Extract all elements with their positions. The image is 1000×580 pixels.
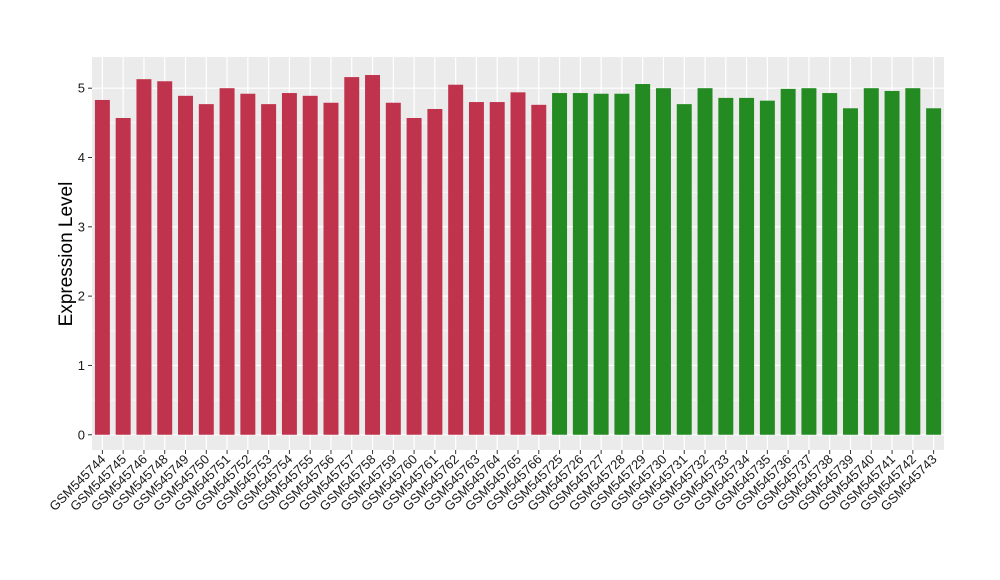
bar-GSM545751 <box>219 88 235 435</box>
y-tick-label: 0 <box>78 427 85 442</box>
bar-GSM545727 <box>593 93 609 435</box>
y-tick-label: 1 <box>78 358 85 373</box>
bar-GSM545742 <box>905 88 921 435</box>
bar-GSM545752 <box>240 93 256 435</box>
bar-GSM545766 <box>531 104 547 435</box>
bar-GSM545735 <box>759 100 775 435</box>
y-tick-label: 2 <box>78 289 85 304</box>
bar-GSM545733 <box>718 97 734 435</box>
bar-GSM545759 <box>385 102 401 435</box>
bar-GSM545737 <box>801 88 817 435</box>
bar-GSM545736 <box>780 88 796 435</box>
x-axis: GSM545744GSM545745GSM545746GSM545748GSM5… <box>46 450 940 514</box>
y-tick-label: 3 <box>78 219 85 234</box>
bar-GSM545756 <box>323 102 339 435</box>
bar-GSM545750 <box>198 104 214 435</box>
y-tick-label: 5 <box>78 81 85 96</box>
bar-GSM545764 <box>489 102 505 435</box>
bar-GSM545729 <box>635 84 651 435</box>
bar-GSM545748 <box>157 81 173 435</box>
bar-GSM545745 <box>115 117 131 435</box>
bar-GSM545738 <box>822 93 838 435</box>
bar-GSM545725 <box>552 93 568 435</box>
bar-GSM545740 <box>863 88 879 435</box>
y-axis-title: Expression Level <box>56 182 77 327</box>
bar-GSM545746 <box>136 79 152 435</box>
bar-GSM545739 <box>843 108 858 435</box>
bar-GSM545743 <box>926 108 942 435</box>
bar-GSM545734 <box>739 97 755 435</box>
bar-GSM545763 <box>468 102 484 435</box>
bar-GSM545755 <box>302 95 318 435</box>
bar-GSM545749 <box>178 95 193 435</box>
bar-GSM545760 <box>406 117 422 435</box>
bar-GSM545761 <box>427 108 443 435</box>
bar-GSM545758 <box>365 75 381 435</box>
bar-GSM545732 <box>697 88 713 435</box>
y-axis: 0 1 2 3 4 5 <box>78 81 92 442</box>
bar-GSM545753 <box>261 104 277 435</box>
bar-GSM545730 <box>655 88 671 435</box>
bar-GSM545741 <box>884 90 900 435</box>
bar-GSM545754 <box>281 93 297 435</box>
bar-GSM545765 <box>510 92 526 435</box>
y-tick-label: 4 <box>78 150 85 165</box>
bars <box>94 75 942 435</box>
bar-GSM545762 <box>448 84 464 435</box>
bar-GSM545744 <box>94 99 110 435</box>
bar-GSM545728 <box>614 93 630 435</box>
bar-GSM545757 <box>344 77 360 435</box>
bar-GSM545726 <box>572 93 588 435</box>
bar-GSM545731 <box>676 104 692 435</box>
